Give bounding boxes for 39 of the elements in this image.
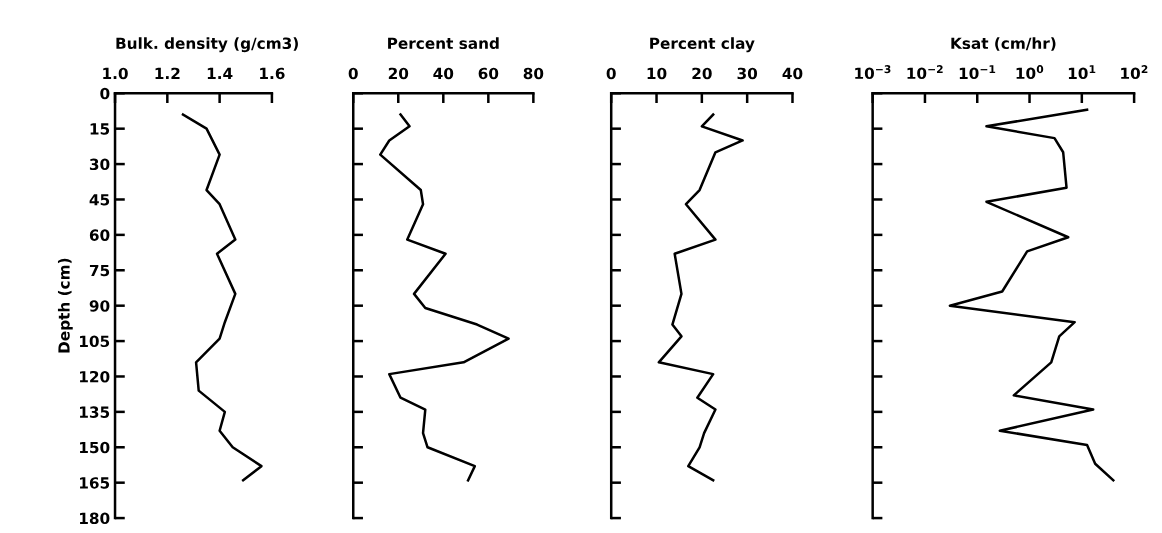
chart-title: Bulk. density (g/cm3) [116, 37, 298, 53]
x-tick-label: 1.6 [260, 67, 285, 80]
y-tick-label: 60 [89, 229, 110, 241]
y-tick-label: 0 [100, 87, 110, 100]
y-tick-label: 105 [80, 335, 110, 348]
x-tick-label: 40 [433, 67, 454, 80]
x-tick-label: 20 [388, 67, 409, 80]
y-tick-label: 150 [80, 441, 110, 454]
x-tick-label: 10$^{0}$ [1016, 65, 1044, 80]
x-tick-label: 40 [782, 67, 803, 80]
x-tick-label: 1.0 [103, 67, 128, 80]
x-tick-label: 30 [737, 67, 758, 80]
x-tick-label: 10$^{−1}$ [959, 65, 996, 80]
x-tick-label: 10$^{−2}$ [907, 65, 943, 80]
y-tick-label: 30 [89, 158, 110, 171]
y-tick-label: 180 [80, 512, 110, 525]
x-tick-label: 10$^{1}$ [1068, 65, 1096, 80]
x-tick-label: 20 [692, 67, 712, 80]
y-tick-label: 90 [89, 300, 110, 312]
y-tick-label: 15 [90, 123, 110, 135]
y-tick-label: 120 [80, 370, 110, 383]
x-tick-label: 60 [478, 67, 499, 80]
x-tick-label: 1.4 [207, 67, 233, 79]
y-tick-label: 75 [89, 264, 110, 277]
y-axis-title: Depth (cm) [57, 258, 73, 353]
chart-title: Percent sand [388, 37, 499, 50]
line-series [181, 113, 263, 482]
x-tick-label: 10$^{2}$ [1121, 65, 1148, 80]
x-tick-label: 10 [647, 67, 667, 80]
x-tick-label: 0 [348, 67, 358, 80]
x-tick-label: 1.2 [155, 67, 180, 79]
x-tick-label: 10$^{−3}$ [855, 65, 891, 80]
chart-title: Percent clay [650, 37, 755, 53]
x-tick-label: 80 [523, 67, 544, 80]
y-tick-label: 45 [89, 194, 110, 206]
chart-title: Ksat (cm/hr) [951, 37, 1056, 51]
y-tick-label: 135 [80, 406, 110, 418]
x-tick-label: 0 [606, 67, 616, 80]
y-tick-label: 165 [80, 477, 110, 489]
